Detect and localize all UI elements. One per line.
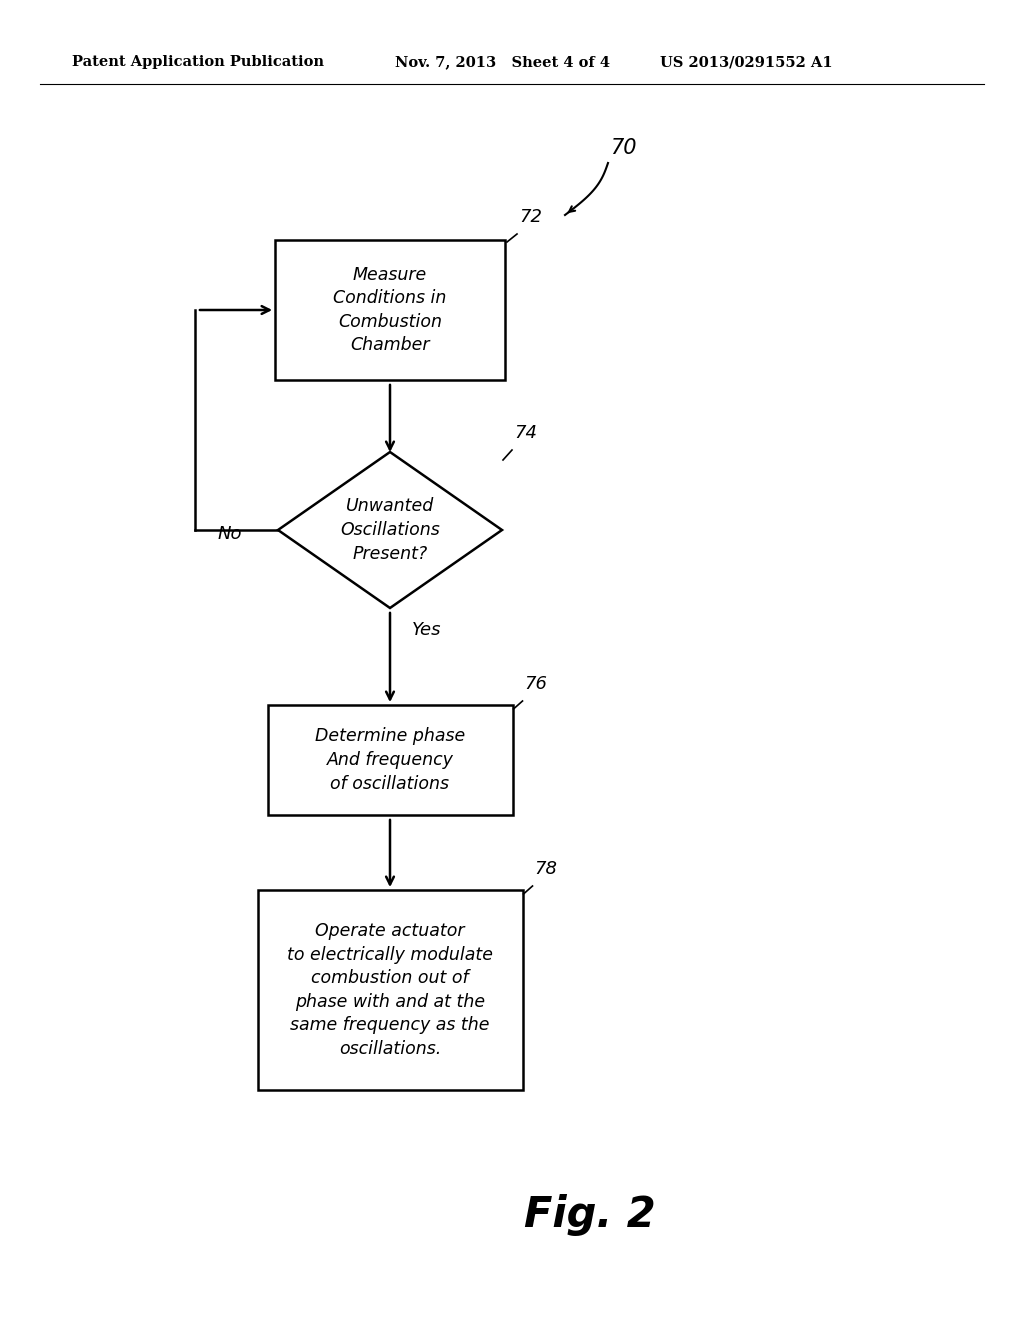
Polygon shape [278,451,502,609]
Text: Fig. 2: Fig. 2 [524,1195,656,1236]
Bar [267,705,512,814]
Text: 76: 76 [524,675,548,693]
Text: No: No [218,525,243,543]
Text: Nov. 7, 2013   Sheet 4 of 4: Nov. 7, 2013 Sheet 4 of 4 [395,55,610,69]
Text: US 2013/0291552 A1: US 2013/0291552 A1 [660,55,833,69]
Bar [257,890,522,1090]
Text: 70: 70 [610,139,637,158]
Text: Determine phase
And frequency
of oscillations: Determine phase And frequency of oscilla… [314,727,465,792]
Text: Unwanted
Oscillations
Present?: Unwanted Oscillations Present? [340,498,440,562]
Text: 78: 78 [535,861,557,878]
Bar [275,240,505,380]
Text: Patent Application Publication: Patent Application Publication [72,55,324,69]
Text: Yes: Yes [412,620,441,639]
Text: 74: 74 [514,424,537,442]
Text: Operate actuator
to electrically modulate
combustion out of
phase with and at th: Operate actuator to electrically modulat… [287,921,493,1059]
Text: Measure
Conditions in
Combustion
Chamber: Measure Conditions in Combustion Chamber [334,265,446,354]
Text: 72: 72 [519,209,542,226]
